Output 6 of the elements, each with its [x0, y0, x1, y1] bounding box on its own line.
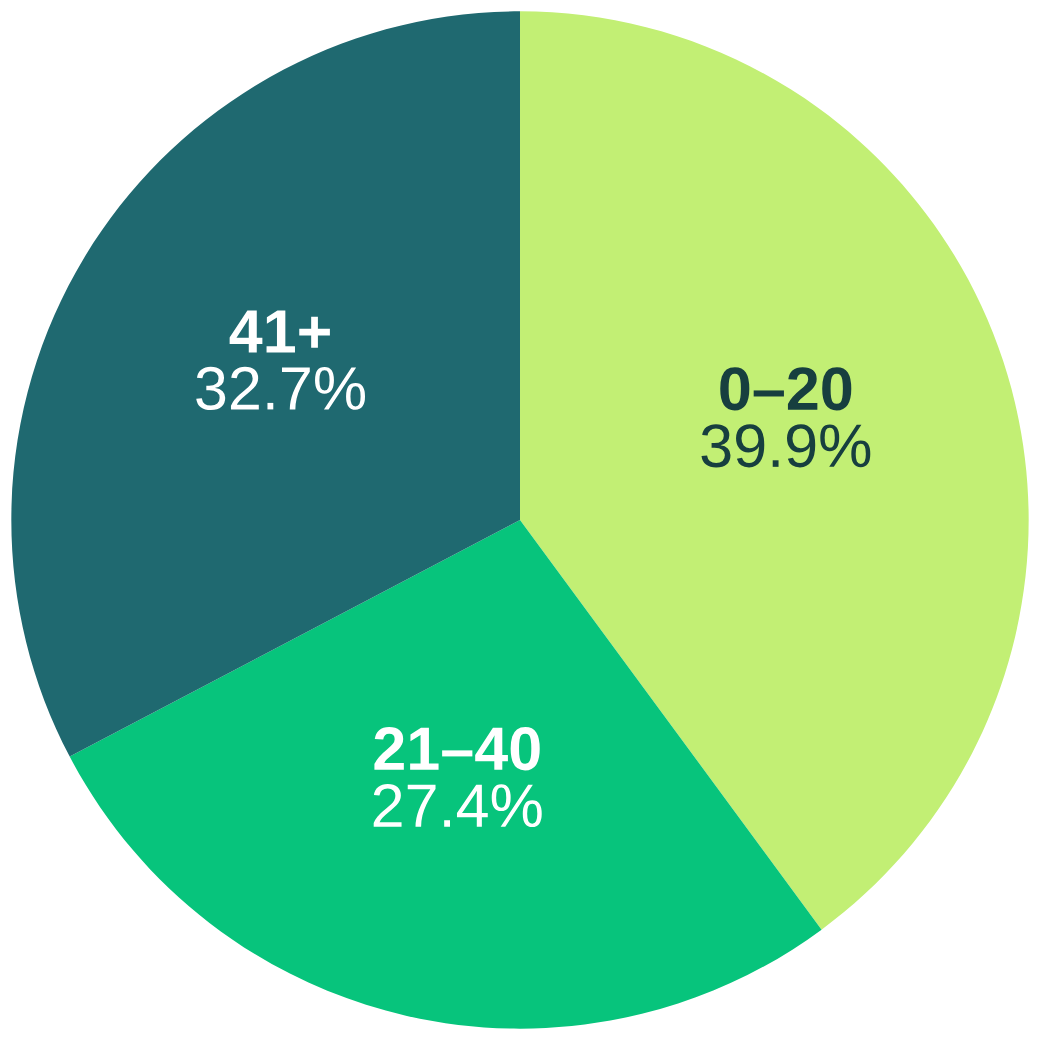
- data-label: 27.4%: [373, 784, 542, 828]
- slice-label: 41+: [229, 310, 330, 353]
- data-label: 39.9%: [701, 424, 871, 468]
- slice-label: 0–20: [720, 367, 852, 411]
- slice-label: 21–40: [374, 727, 540, 771]
- data-label: 32.7%: [196, 366, 366, 411]
